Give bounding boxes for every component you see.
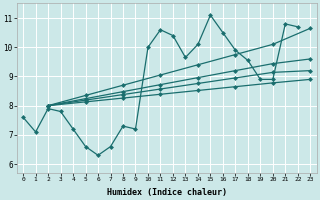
X-axis label: Humidex (Indice chaleur): Humidex (Indice chaleur): [107, 188, 227, 197]
